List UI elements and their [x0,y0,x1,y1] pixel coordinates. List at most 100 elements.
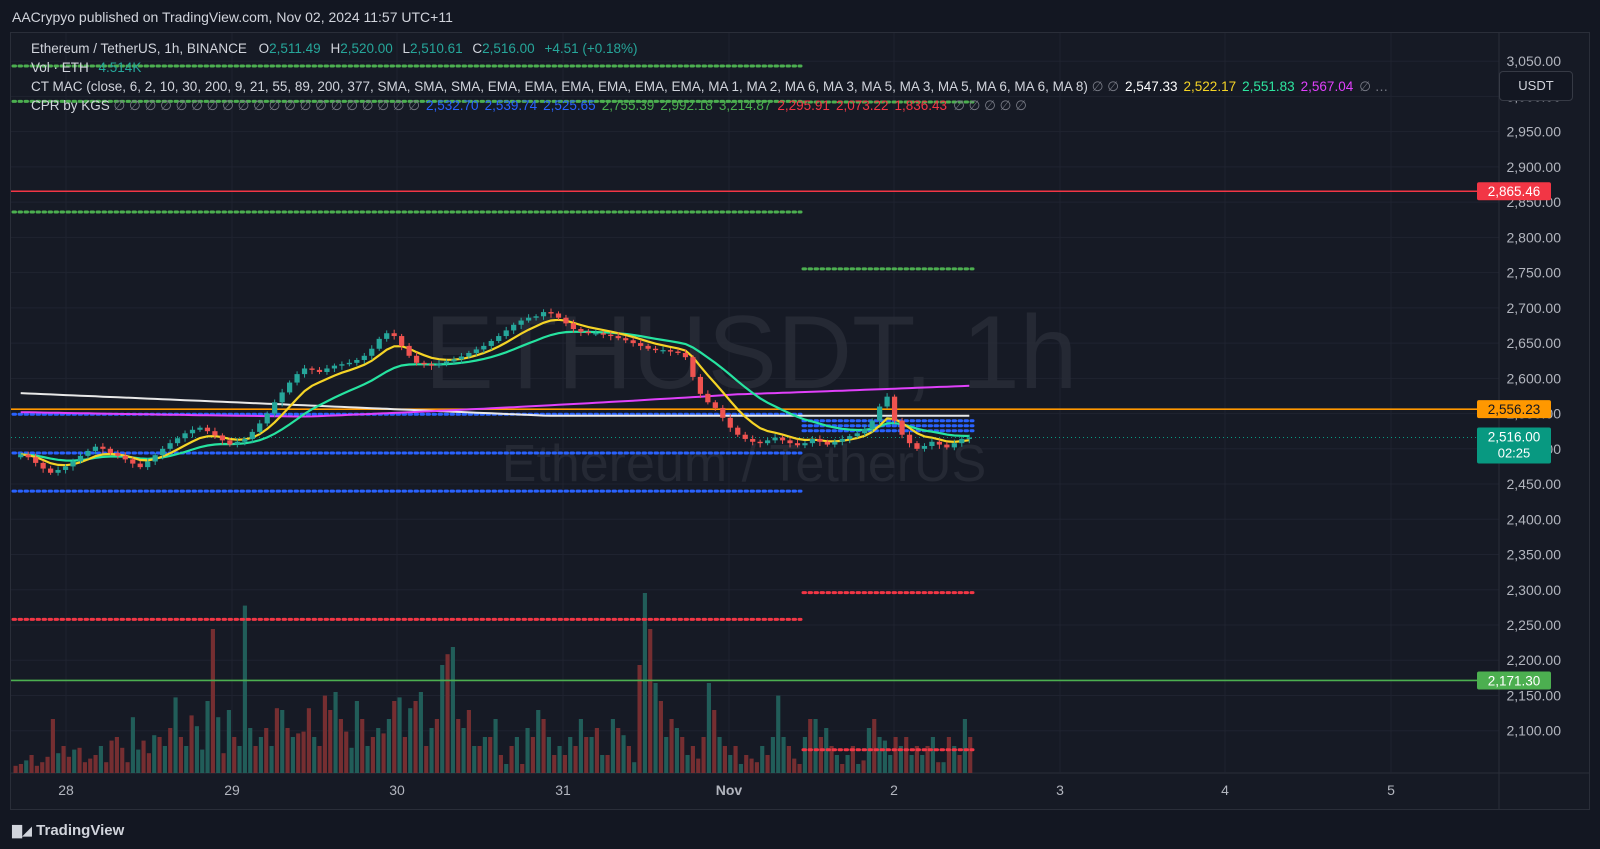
candle-body [272,402,278,414]
volume-bar [653,683,658,773]
volume-bar [861,760,866,773]
volume-bar [413,701,418,773]
volume-bar [776,695,781,773]
volume-bar [658,701,663,773]
candle-body [18,454,24,458]
volume-bar [205,701,210,773]
volume-bar [157,737,162,773]
volume-bar [306,708,311,773]
candle-body [720,407,726,418]
candle-body [421,362,427,365]
candle-body [451,359,457,362]
candle-body [257,423,263,432]
volume-bar [717,737,722,773]
volume-bar [338,719,343,773]
price-tag-label: 2,516.00 [1488,430,1541,445]
volume-bar [24,760,29,773]
volume-bar [578,719,583,773]
candle-body [219,435,226,441]
candle-body [548,312,554,314]
price-tag [1477,182,1551,201]
candle-body [488,340,494,346]
volume-bar [632,762,637,773]
volume-bar [392,701,397,773]
chart-frame[interactable]: ETHUSDT, 1h Ethereum / TetherUS 3,050.00… [10,32,1590,810]
candle-body [85,450,91,456]
symbol-legend[interactable]: Ethereum / TetherUS, 1h, BINANCE O2,511.… [31,41,638,56]
candle-body [593,333,599,335]
x-tick-label: 4 [1221,782,1229,798]
volume-bar [472,746,477,773]
volume-bar [50,719,55,773]
volume-bar [104,762,109,773]
tradingview-logo-icon: ▇◢ [12,823,32,838]
volume-bar [466,710,471,773]
volume-bar [301,731,306,773]
candle-body [361,355,367,361]
volume-bar [520,764,525,773]
volume-bar [66,756,71,773]
candle-body [369,348,375,356]
volume-bar [456,719,461,773]
volume-bar [200,749,205,773]
volume-bar [621,735,626,773]
volume-bar [909,755,914,773]
volume-bar [706,683,711,773]
candle-body [555,313,562,318]
volume-bar [920,755,925,773]
candle-body [182,433,188,439]
price-chart[interactable]: ETHUSDT, 1h Ethereum / TetherUS 3,050.00… [11,33,1589,809]
candle-body [481,345,487,350]
candle-body [847,436,853,439]
volume-bar [893,737,898,773]
volume-bar [189,715,194,773]
volume-bar [834,755,839,773]
volume-bar [317,746,322,773]
candle-body [802,443,808,446]
volume-bar [514,737,519,773]
volume-bar [290,737,295,773]
volume-bar [408,708,413,773]
cpr-legend[interactable]: CPR by KGS ∅ ∅ ∅ ∅ ∅ ∅ ∅ ∅ ∅ ∅ ∅ ∅ ∅ ∅ ∅… [31,98,1027,114]
candle-body [55,469,61,473]
x-tick-label: 28 [58,782,74,798]
low-label: L [402,41,411,56]
volume-bar [770,737,775,773]
y-tick-label: 2,200.00 [1507,652,1562,668]
price-tag [1477,400,1551,419]
ma-magenta-line [20,384,970,418]
legend-value: 2,532.70 [426,98,479,113]
candle-body [249,431,255,439]
legend-value: 2,551.83 [1242,79,1295,94]
ma-green-line [20,330,970,462]
volume-bar [136,749,141,773]
volume-bar [733,746,738,773]
ctmac-legend[interactable]: CT MAC (close, 6, 2, 10, 30, 200, 9, 21,… [31,79,1388,95]
volume-legend[interactable]: Vol · ETH 4.514K [31,60,141,75]
legend-value: 2,525.65 [543,98,596,113]
volume-bar [738,764,743,773]
volume-bar [850,746,855,773]
volume-bar [333,692,338,773]
low-value: 2,510.61 [410,41,463,56]
volume-bar [930,737,935,773]
volume-bar [450,647,455,773]
candle-body [354,360,360,363]
legend-value: 2,073.22 [835,98,889,113]
volume-bar [232,737,237,773]
volume-bar [376,728,381,773]
volume-bar [680,737,685,773]
candle-body [824,441,830,445]
volume-bar [434,719,439,773]
volume-bar [845,755,850,773]
currency-button[interactable]: USDT [1499,71,1573,101]
tradingview-logo[interactable]: ▇◢ TradingView [12,822,124,839]
volume-bar [765,755,770,773]
candle-body [503,330,509,337]
volume-bar [552,755,557,773]
candle-body [630,340,636,344]
candle-body [638,343,644,346]
volume-bar [125,762,130,773]
candle-body [234,441,240,445]
